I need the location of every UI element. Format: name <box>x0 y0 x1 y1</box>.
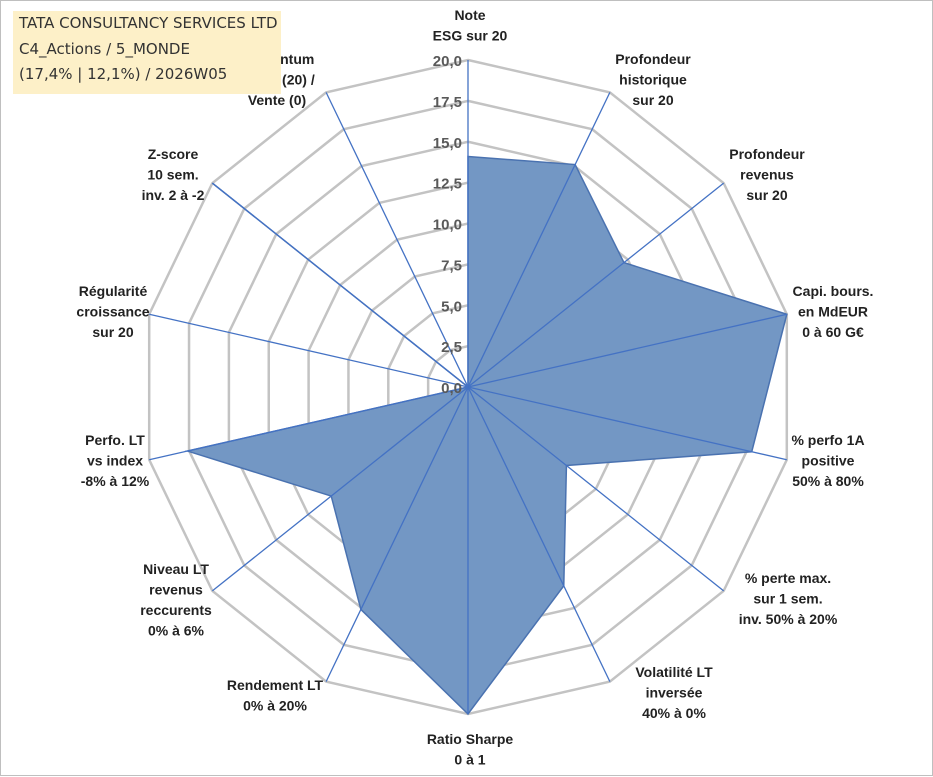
axis-spoke <box>149 313 469 388</box>
axis-label-line: Capi. bours. <box>793 283 874 299</box>
axis-label-line: sur 20 <box>632 92 673 108</box>
axis-label-line: -8% à 12% <box>81 473 150 489</box>
axis-spoke <box>211 182 469 388</box>
axis-label-line: 0% à 20% <box>243 698 307 714</box>
tick-label: 7,5 <box>441 257 462 274</box>
axis-label: Capi. bours. en MdEUR 0 à 60 G€ <box>793 283 874 340</box>
axis-label-line: 0 à 60 G€ <box>802 324 864 340</box>
performance-stats: (17,4% | 12,1%) / 2026W05 <box>19 65 228 83</box>
axis-label-line: vs index <box>87 453 143 469</box>
axis-spoke <box>325 92 469 388</box>
tick-label: 12,5 <box>433 176 462 193</box>
axis-label-line: historique <box>619 72 687 88</box>
axis-label: Note ESG sur 20 <box>433 7 508 44</box>
axis-label-line: sur 1 sem. <box>753 591 822 607</box>
axis-label-line: 50% à 80% <box>792 473 864 489</box>
tick-label: 2,5 <box>441 339 462 356</box>
axis-label-line: ESG sur 20 <box>433 28 508 44</box>
tick-label: 20,0 <box>433 53 462 70</box>
axis-label-line: positive <box>802 453 855 469</box>
axis-spoke <box>211 386 469 592</box>
axis-label: % perte max. sur 1 sem. inv. 50% à 20% <box>739 570 838 627</box>
axis-label: Niveau LT revenus reccurents 0% à 6% <box>140 561 212 639</box>
axis-label: Régularité croissance sur 20 <box>76 283 149 340</box>
axis-label-line: inv. 2 à -2 <box>142 187 205 203</box>
axis-label-line: reccurents <box>140 602 212 618</box>
axis-label-line: 0 à 1 <box>454 752 485 768</box>
axis-label: Profondeur revenus sur 20 <box>729 146 805 203</box>
company-name: TATA CONSULTANCY SERVICES LTD <box>19 14 278 32</box>
axis-label-line: revenus <box>740 167 794 183</box>
axis-label-line: inv. 50% à 20% <box>739 611 838 627</box>
axis-label-line: Ratio Sharpe <box>427 731 514 747</box>
axis-label-line: revenus <box>149 582 203 598</box>
tick-label: 0,0 <box>441 380 462 397</box>
axis-label-line: Volatilité LT <box>635 664 713 680</box>
axis-label-line: en MdEUR <box>798 304 868 320</box>
axis-label: Profondeur historique sur 20 <box>615 51 691 108</box>
axis-label: Perfo. LT vs index -8% à 12% <box>81 432 150 489</box>
tick-label: 17,5 <box>433 94 462 111</box>
axis-spoke <box>467 313 787 388</box>
data-area <box>184 155 788 716</box>
title-box: TATA CONSULTANCY SERVICES LTD C4_Actions… <box>13 11 281 94</box>
axis-label-line: Z-score <box>148 146 199 162</box>
axis-label-line: inversée <box>646 685 703 701</box>
area-layer <box>184 155 788 716</box>
axis-spoke <box>149 386 469 461</box>
axis-label-line: Niveau LT <box>143 561 209 577</box>
axis-label-line: sur 20 <box>92 324 133 340</box>
axis-label-line: Note <box>454 7 485 23</box>
axis-spoke <box>467 386 787 461</box>
axis-label-line: sur 20 <box>746 187 787 203</box>
axis-label: Z-score 10 sem. inv. 2 à -2 <box>142 146 205 203</box>
axis-spoke <box>467 92 611 388</box>
tick-label: 10,0 <box>433 217 462 234</box>
axis-label-line: 10 sem. <box>147 167 198 183</box>
axis-label-line: croissance <box>76 304 149 320</box>
tick-label: 5,0 <box>441 298 462 315</box>
axis-label: Ratio Sharpe 0 à 1 <box>427 731 514 768</box>
tick-layer: 0,0 2,5 5,0 7,5 10,0 12,5 15,0 17,5 20,0 <box>433 53 462 397</box>
axis-label-line: Régularité <box>79 283 148 299</box>
axis-spoke <box>467 386 611 682</box>
spoke-layer <box>149 60 787 714</box>
axis-spoke <box>467 386 725 592</box>
axis-label-line: Perfo. LT <box>85 432 145 448</box>
portfolio-name: C4_Actions / 5_MONDE <box>19 40 190 58</box>
axis-spoke <box>325 386 469 682</box>
axis-spoke <box>467 182 725 388</box>
axis-label-line: % perte max. <box>745 570 831 586</box>
axis-label-line: Rendement LT <box>227 677 324 693</box>
axis-label: % perfo 1A positive 50% à 80% <box>791 432 864 489</box>
tick-label: 15,0 <box>433 135 462 152</box>
label-layer: Note ESG sur 20 Profondeur historique sur 20… <box>76 7 873 768</box>
axis-label: Volatilité LT inversée 40% à 0% <box>635 664 713 721</box>
axis-label: Rendement LT 0% à 20% <box>227 677 324 714</box>
axis-label-line: Profondeur <box>615 51 691 67</box>
axis-label-line: 0% à 6% <box>148 623 205 639</box>
axis-label-line: % perfo 1A <box>791 432 864 448</box>
axis-label-line: Vente (0) <box>248 92 306 108</box>
axis-label-line: Profondeur <box>729 146 805 162</box>
axis-label-line: 40% à 0% <box>642 705 706 721</box>
